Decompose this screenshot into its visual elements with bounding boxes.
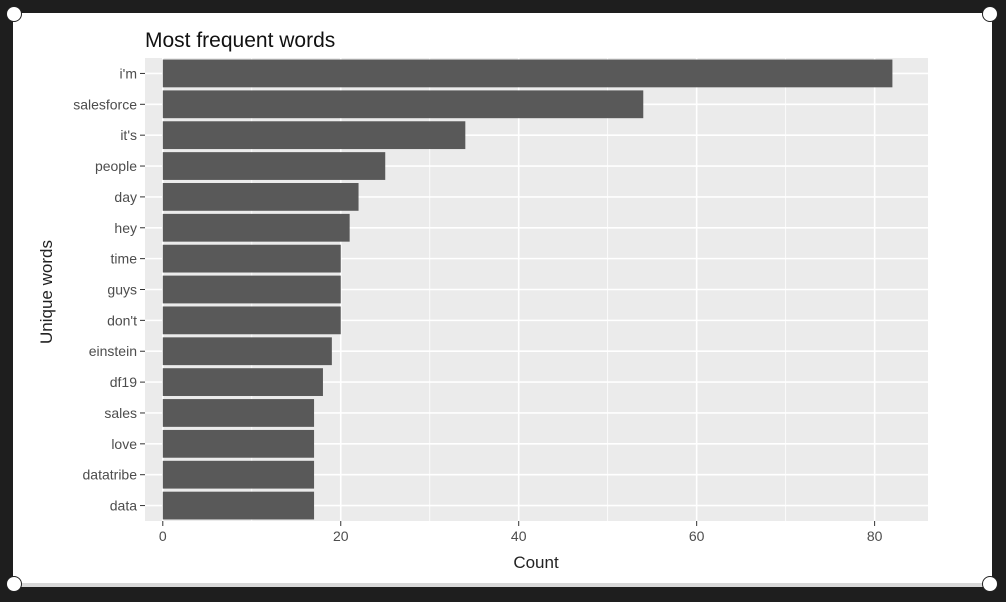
y-axis-ticks: i'm salesforce it's people day hey time guys don… (73, 65, 145, 514)
bar (162, 183, 359, 211)
bar (162, 337, 332, 366)
y-tick-label: data (110, 498, 137, 514)
bar (162, 306, 341, 335)
y-tick-label: don't (107, 312, 137, 328)
y-tick-label: people (95, 158, 137, 174)
bar (162, 59, 893, 88)
x-tick-label: 20 (333, 528, 349, 544)
y-tick-label: love (111, 436, 137, 452)
resize-handle-bottom-left[interactable] (6, 576, 22, 592)
bar (162, 90, 644, 119)
y-tick-label: time (111, 251, 138, 267)
y-tick-label: it's (120, 127, 137, 143)
x-tick-label: 60 (689, 528, 705, 544)
resize-handle-top-right[interactable] (982, 6, 998, 22)
y-tick-label: guys (107, 282, 137, 298)
bar (162, 368, 323, 396)
y-tick-label: df19 (110, 374, 137, 390)
resize-handle-top-left[interactable] (6, 6, 22, 22)
bar (162, 399, 315, 427)
y-tick-label: sales (104, 405, 137, 421)
bar (162, 152, 386, 180)
bar (162, 121, 466, 150)
y-tick-label: salesforce (73, 96, 137, 112)
y-tick-label: datatribe (83, 467, 138, 483)
chart-title: Most frequent words (145, 29, 335, 52)
bar (162, 429, 315, 458)
bars (162, 59, 893, 520)
y-tick-label: hey (114, 220, 137, 236)
bar (162, 491, 315, 520)
bar (162, 275, 341, 304)
y-tick-label: einstein (89, 343, 137, 359)
bar (162, 213, 350, 242)
resize-handle-bottom-right[interactable] (982, 576, 998, 592)
bar (162, 460, 315, 489)
y-axis-title: Unique words (37, 240, 56, 344)
y-tick-label: i'm (120, 65, 137, 81)
bar (162, 244, 341, 273)
x-axis-title: Count (513, 553, 559, 572)
y-tick-label: day (114, 189, 137, 205)
x-tick-label: 0 (159, 528, 167, 544)
x-tick-label: 80 (867, 528, 883, 544)
x-tick-label: 40 (511, 528, 527, 544)
x-axis-ticks: 0 20 40 60 80 (159, 521, 883, 544)
